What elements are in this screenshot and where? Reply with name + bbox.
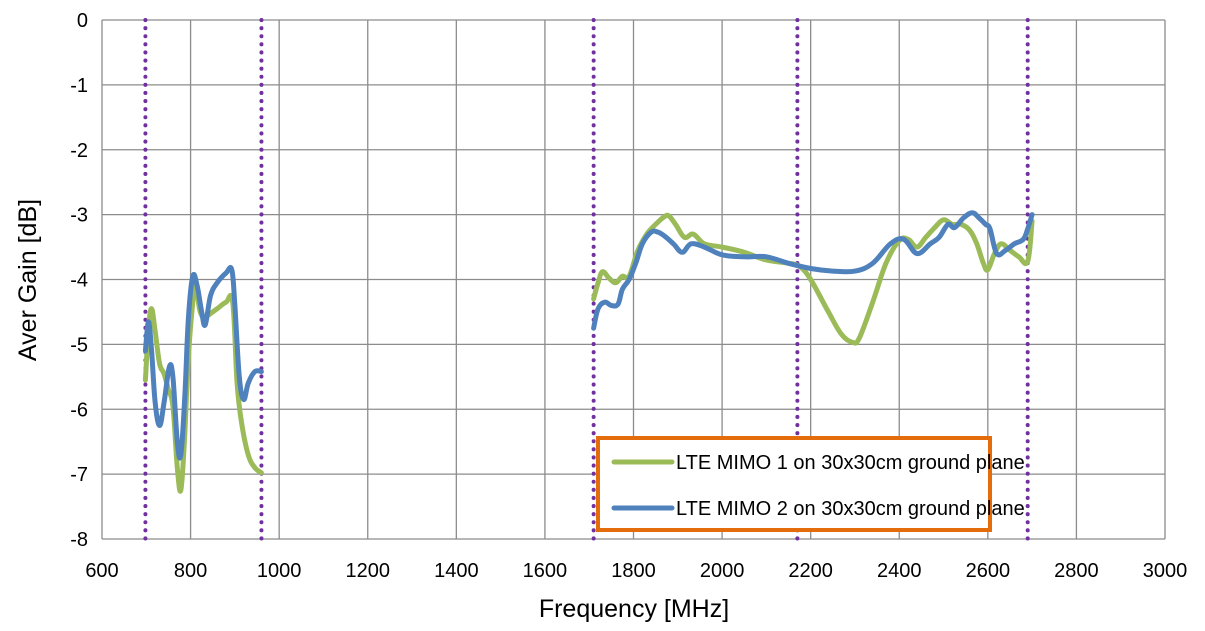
x-tick-label: 1000 [257, 560, 302, 582]
x-tick-label: 1200 [346, 560, 391, 582]
x-tick-label: 2600 [966, 560, 1011, 582]
y-tick-label: -6 [70, 399, 88, 421]
y-tick-label: -7 [70, 464, 88, 486]
x-tick-label: 2200 [788, 560, 833, 582]
x-tick-label: 600 [85, 560, 118, 582]
y-axis-title: Aver Gain [dB] [14, 199, 42, 361]
grid-lines [101, 19, 1166, 540]
legend-label-mimo-1: LTE MIMO 1 on 30x30cm ground plane [676, 452, 1025, 474]
legend: LTE MIMO 1 on 30x30cm ground plane LTE M… [596, 436, 1025, 532]
y-tick-labels: 0 -1 -2 -3 -4 -5 -6 -7 -8 [70, 10, 88, 551]
x-tick-label: 2400 [877, 560, 922, 582]
legend-label-mimo-2: LTE MIMO 2 on 30x30cm ground plane [676, 498, 1025, 520]
legend-box [596, 436, 992, 532]
series-lines [142, 210, 1035, 494]
y-tick-label: -2 [70, 140, 88, 162]
series-2-line-segment-1 [142, 264, 264, 461]
x-tick-label: 1600 [523, 560, 568, 582]
x-tick-label: 3000 [1143, 560, 1188, 582]
y-tick-label: 0 [77, 10, 88, 32]
y-tick-label: -3 [70, 205, 88, 227]
x-tick-labels: 600 800 1000 1200 1400 1600 1800 2000 2200 2400 26… [85, 560, 1187, 582]
y-tick-label: -1 [70, 75, 88, 97]
x-axis-title: Frequency [MHz] [539, 595, 729, 623]
band-markers [143, 18, 1030, 541]
y-tick-label: -4 [70, 270, 88, 292]
series-2-line-segment-2 [591, 210, 1035, 331]
x-tick-label: 2000 [700, 560, 745, 582]
x-tick-label: 800 [174, 560, 207, 582]
y-tick-label: -5 [70, 334, 88, 356]
y-tick-label: -8 [70, 529, 88, 551]
series-1-line-segment-1 [142, 280, 264, 494]
x-tick-label: 1400 [434, 560, 479, 582]
x-tick-label: 1800 [611, 560, 656, 582]
x-tick-label: 2800 [1054, 560, 1099, 582]
